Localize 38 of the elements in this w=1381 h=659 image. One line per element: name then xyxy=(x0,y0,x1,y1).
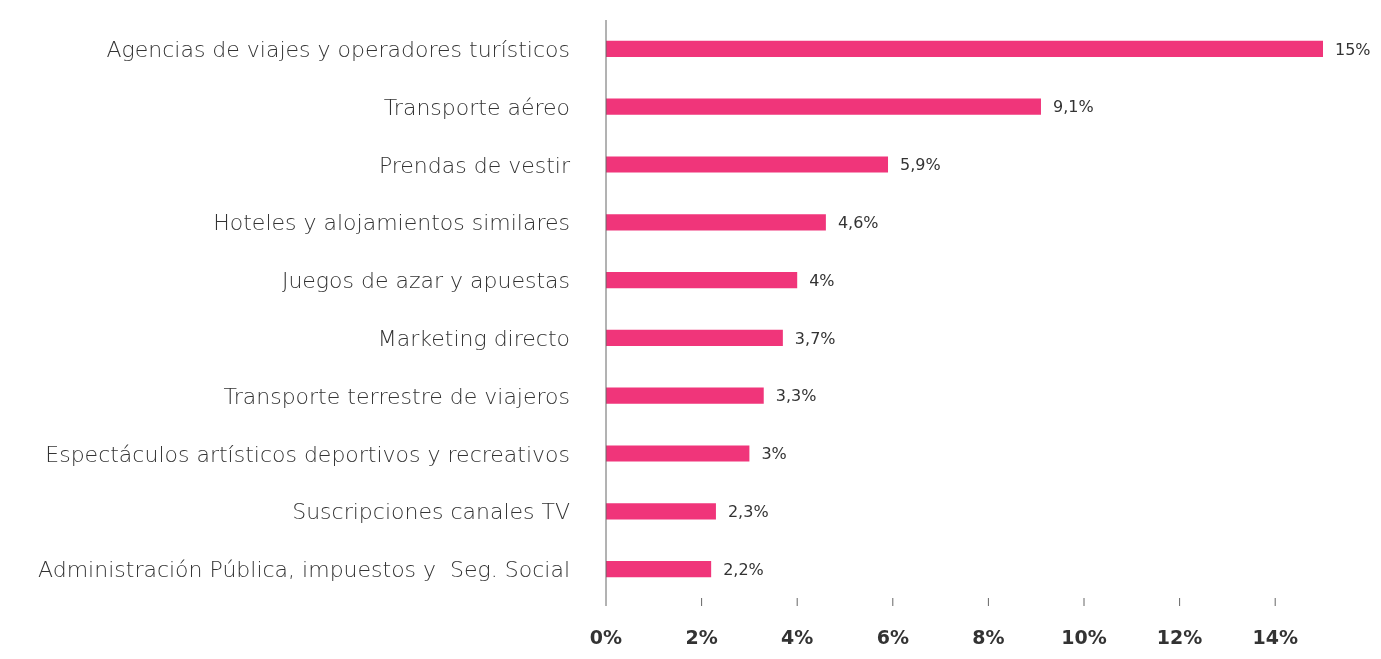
data-label: 2,2% xyxy=(723,559,764,579)
data-label: 3,3% xyxy=(775,386,817,406)
bar xyxy=(606,329,783,346)
bar xyxy=(606,98,1041,115)
bar xyxy=(606,40,1323,57)
bar xyxy=(606,561,712,578)
y-tick-label: Prendas de vestir xyxy=(378,152,571,178)
data-label: 4,6% xyxy=(837,212,879,232)
data-label: 3,7% xyxy=(794,328,836,348)
data-label: 15% xyxy=(1335,39,1371,59)
bar xyxy=(606,214,826,231)
bar xyxy=(606,156,889,173)
x-tick-label: 6% xyxy=(876,626,909,648)
y-tick-label: Hoteles y alojamientos similares xyxy=(213,210,570,236)
x-tick-label: 4% xyxy=(781,626,814,648)
x-tick-label: 2% xyxy=(685,626,718,648)
data-label: 9,1% xyxy=(1052,97,1094,117)
data-label: 5,9% xyxy=(900,155,941,175)
y-tick-label: Marketing directo xyxy=(377,325,570,351)
bar xyxy=(606,387,764,404)
x-tick-label: 12% xyxy=(1156,626,1203,648)
y-tick-label: Juegos de azar y apuestas xyxy=(281,268,570,294)
bar xyxy=(606,272,798,289)
data-label: 4% xyxy=(809,270,835,290)
y-tick-label: Agencias de viajes y operadores turísticos xyxy=(106,36,570,62)
y-tick-label: Transporte aéreo xyxy=(383,94,570,120)
y-tick-label: Administración Pública, impuestos y Seg. Social xyxy=(38,557,570,583)
x-tick-label: 14% xyxy=(1252,626,1298,648)
x-tick-label: 10% xyxy=(1061,626,1107,648)
bar xyxy=(606,503,716,520)
x-tick-label: 8% xyxy=(972,626,1005,648)
data-label: 2,3% xyxy=(727,501,769,521)
x-tick-label: 0% xyxy=(589,626,623,648)
y-tick-label: Espectáculos artísticos deportivos y recreativos xyxy=(45,441,570,467)
data-label: 3% xyxy=(761,444,787,464)
bar xyxy=(606,445,750,462)
y-tick-label: Transporte terrestre de viajeros xyxy=(223,383,570,409)
y-tick-label: Suscripciones canales TV xyxy=(292,499,570,525)
